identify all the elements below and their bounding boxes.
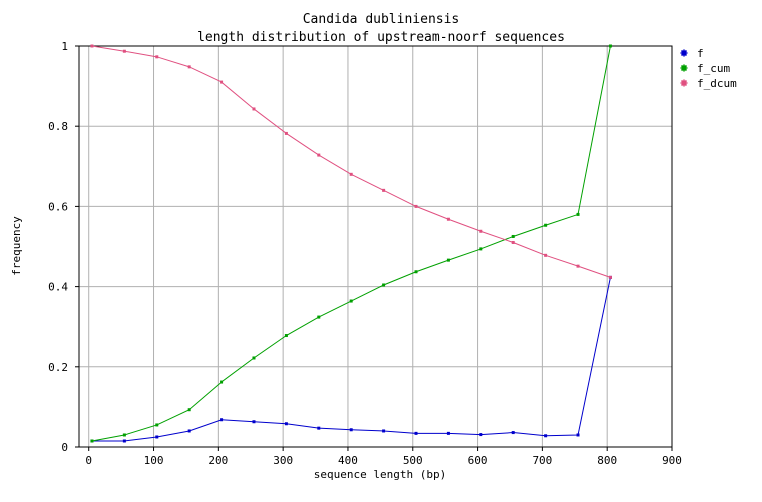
data-point-f-cum — [155, 423, 159, 427]
grid — [79, 46, 672, 447]
x-tick-label: 300 — [273, 454, 293, 467]
data-point-f-dcum — [252, 107, 256, 111]
data-point-f-dcum — [122, 49, 126, 53]
data-point-f-dcum — [317, 153, 321, 157]
x-axis-label: sequence length (bp) — [314, 468, 446, 481]
data-point-f-dcum — [220, 80, 224, 84]
data-point-f-dcum — [576, 264, 580, 268]
data-point-f-cum — [284, 334, 288, 338]
data-point-f-dcum — [544, 253, 548, 257]
data-point-f-cum — [446, 258, 450, 262]
data-point-f-cum — [90, 439, 94, 443]
y-tick-label: 0.6 — [48, 200, 68, 213]
series-lines — [90, 44, 612, 443]
data-point-f-dcum — [382, 188, 386, 192]
x-tick-label: 0 — [85, 454, 92, 467]
y-tick-label: 0 — [61, 441, 68, 454]
legend-item-f-cum: f_cum — [680, 62, 730, 75]
data-point-f — [220, 418, 224, 422]
data-point-f-cum — [122, 433, 126, 437]
y-tick-label: 0.2 — [48, 361, 68, 374]
legend-marker-f-cum — [680, 64, 688, 72]
data-point-f-dcum — [284, 131, 288, 135]
legend-marker-f — [680, 49, 688, 57]
data-point-f — [414, 431, 418, 435]
data-point-f-cum — [608, 44, 612, 48]
x-tick-label: 900 — [662, 454, 682, 467]
data-point-f — [446, 431, 450, 435]
data-point-f — [382, 429, 386, 433]
y-tick-label: 0.4 — [48, 281, 68, 294]
legend: f f_cum f_dcum — [680, 47, 737, 90]
x-tick-label: 700 — [532, 454, 552, 467]
data-point-f — [155, 435, 159, 439]
x-tick-label: 600 — [468, 454, 488, 467]
data-point-f-dcum — [479, 229, 483, 233]
legend-label-f-dcum: f_dcum — [697, 77, 737, 90]
data-point-f — [122, 439, 126, 443]
series-f-dcum — [90, 44, 612, 279]
axis-ticks: 0 100 200 300 400 500 600 700 800 900 0 0.2 0.4 0.6 0.… — [48, 40, 682, 467]
data-point-f — [576, 433, 580, 437]
data-point-f — [187, 429, 191, 433]
x-tick-label: 400 — [338, 454, 358, 467]
y-axis-label: frequency — [10, 216, 23, 276]
data-point-f — [511, 431, 515, 435]
legend-item-f-dcum: f_dcum — [680, 77, 737, 90]
data-point-f-cum — [576, 212, 580, 216]
data-point-f-dcum — [446, 217, 450, 221]
legend-label-f: f — [697, 47, 704, 60]
chart-title: Candida dubliniensis — [303, 12, 460, 27]
x-tick-label: 100 — [144, 454, 164, 467]
data-point-f-dcum — [90, 44, 94, 48]
x-tick-label: 200 — [208, 454, 228, 467]
plot-frame — [78, 45, 673, 448]
data-point-f-cum — [544, 223, 548, 227]
data-point-f — [479, 433, 483, 437]
data-point-f-cum — [511, 234, 515, 238]
y-tick-label: 1 — [61, 40, 68, 53]
series-f-cum — [90, 44, 612, 443]
data-point-f-cum — [252, 356, 256, 360]
data-point-f-dcum — [608, 275, 612, 279]
data-point-f-cum — [382, 283, 386, 287]
x-tick-label: 500 — [403, 454, 423, 467]
data-point-f-cum — [187, 408, 191, 412]
data-point-f-dcum — [414, 204, 418, 208]
chart-subtitle: length distribution of upstream-noorf se… — [197, 30, 565, 45]
data-point-f — [349, 428, 353, 432]
data-point-f — [284, 422, 288, 426]
data-point-f-cum — [317, 315, 321, 319]
data-point-f-cum — [414, 270, 418, 274]
data-point-f-dcum — [187, 65, 191, 69]
data-point-f — [544, 434, 548, 438]
y-tick-label: 0.8 — [48, 120, 68, 133]
x-tick-label: 800 — [597, 454, 617, 467]
data-point-f-dcum — [349, 172, 353, 176]
legend-item-f: f — [680, 47, 704, 60]
data-point-f-cum — [349, 299, 353, 303]
legend-label-f-cum: f_cum — [697, 62, 730, 75]
data-point-f — [252, 420, 256, 424]
legend-marker-f-dcum — [680, 79, 688, 87]
data-point-f-cum — [220, 380, 224, 384]
data-point-f-dcum — [155, 55, 159, 59]
data-point-f-cum — [479, 247, 483, 251]
data-point-f — [317, 426, 321, 430]
data-point-f-dcum — [511, 240, 515, 244]
